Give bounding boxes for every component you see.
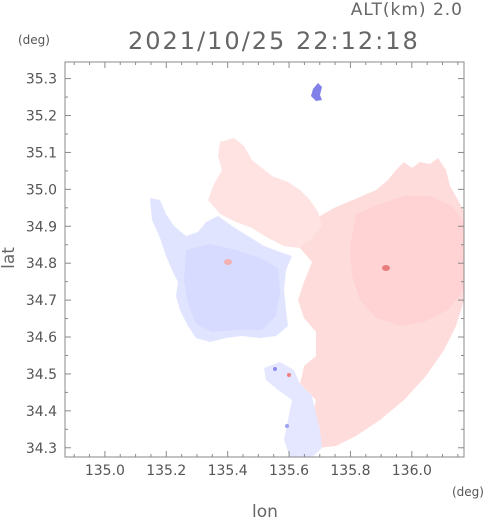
x-axis-unit: (deg) (452, 485, 484, 499)
x-tick-label: 135.4 (208, 463, 248, 479)
receding-echo-band (350, 196, 464, 326)
approaching-cell-south (273, 367, 277, 371)
y-tick-label: 34.6 (26, 330, 57, 346)
velocity-field (150, 83, 464, 457)
x-tick-label: 135.6 (269, 463, 309, 479)
axis-ticks: 135.0 135.2 135.4 135.6 135.8 136.0 35.3 35.2 35… (26, 62, 464, 479)
receding-cell-west (224, 259, 232, 265)
y-tick-label: 34.4 (26, 404, 57, 420)
timestamp-title: 2021/10/25 22:12:18 (128, 27, 420, 55)
x-axis-label: lon (252, 502, 278, 522)
approaching-echo-core (184, 244, 280, 332)
y-tick-label: 35.0 (26, 182, 57, 198)
x-tick-label: 135.0 (85, 463, 125, 479)
approaching-cell-north (311, 83, 322, 101)
approaching-echo-south (264, 362, 322, 457)
x-tick-label: 135.8 (330, 463, 370, 479)
receding-echo-north (208, 138, 322, 248)
plot-frame (64, 61, 465, 458)
y-tick-label: 35.3 (26, 72, 57, 88)
y-axis-unit: (deg) (18, 33, 50, 47)
altitude-label: ALT(km) 2.0 (350, 0, 463, 20)
approaching-cell-coast (285, 424, 289, 428)
y-tick-label: 35.1 (26, 145, 57, 161)
y-tick-label: 34.9 (26, 219, 57, 235)
receding-cell-east (382, 265, 390, 271)
x-tick-label: 135.2 (146, 463, 186, 479)
y-tick-label: 34.3 (26, 441, 57, 457)
x-tick-label: 136.0 (392, 463, 432, 479)
y-tick-label: 34.7 (26, 293, 57, 309)
y-tick-label: 34.5 (26, 367, 57, 383)
y-tick-label: 35.2 (26, 109, 57, 125)
y-tick-label: 34.8 (26, 256, 57, 272)
receding-cell-south (287, 373, 291, 377)
